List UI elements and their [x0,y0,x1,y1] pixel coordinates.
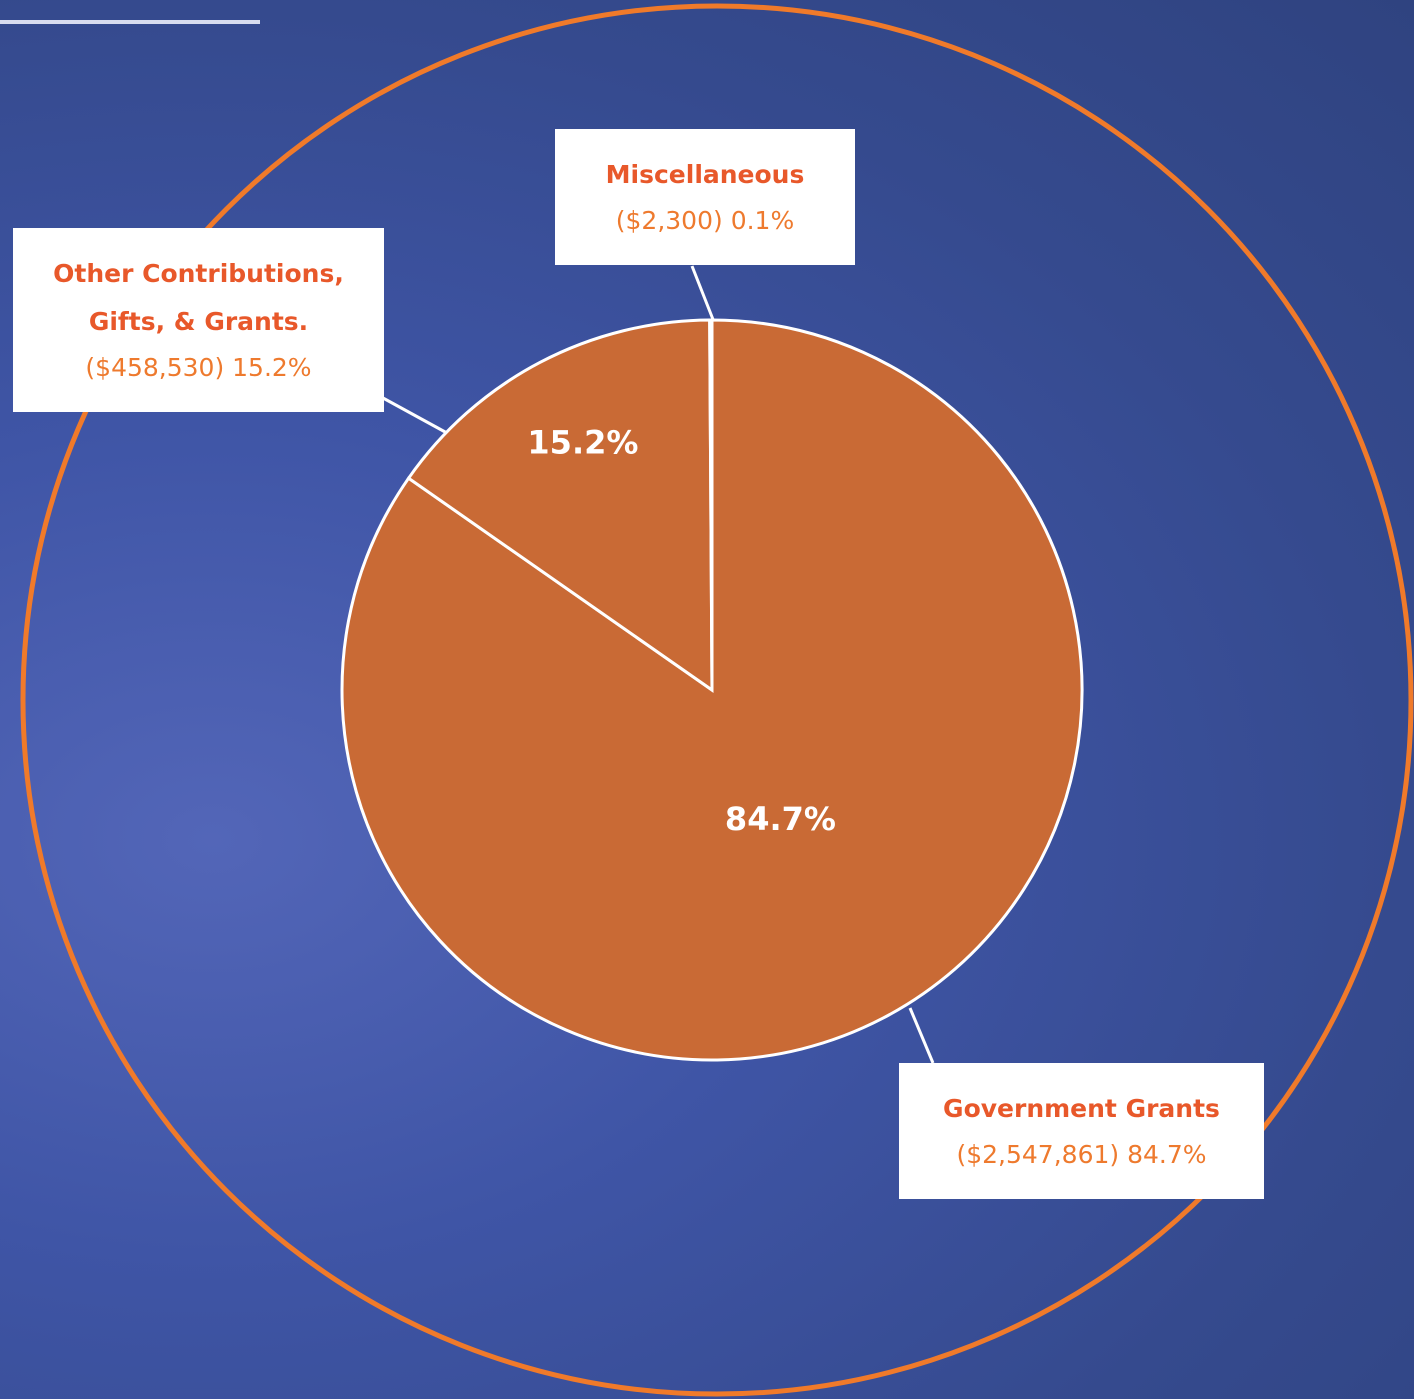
callout-name: Miscellaneous [565,151,845,199]
callout: Government Grants($2,547,861) 84.7% [899,1063,1264,1199]
slice-label: 15.2% [527,423,638,461]
leader-line [692,266,714,322]
callout: Miscellaneous($2,300) 0.1% [555,129,855,265]
page: 84.7%15.2% (() => { const data = JSON.pa… [0,0,1414,1399]
callout: Other Contributions, Gifts, & Grants.($4… [13,228,384,412]
callout-name: Other Contributions, Gifts, & Grants. [23,250,374,346]
callout-name: Government Grants [909,1085,1254,1133]
callout-amount: ($2,300) 0.1% [565,199,845,243]
leader-line [383,398,447,433]
leader-line [910,1008,933,1063]
slice-label: 84.7% [725,800,836,838]
callout-amount: ($458,530) 15.2% [23,346,374,390]
pie: 84.7% 15.2% [342,320,1082,1060]
callout-amount: ($2,547,861) 84.7% [909,1133,1254,1177]
